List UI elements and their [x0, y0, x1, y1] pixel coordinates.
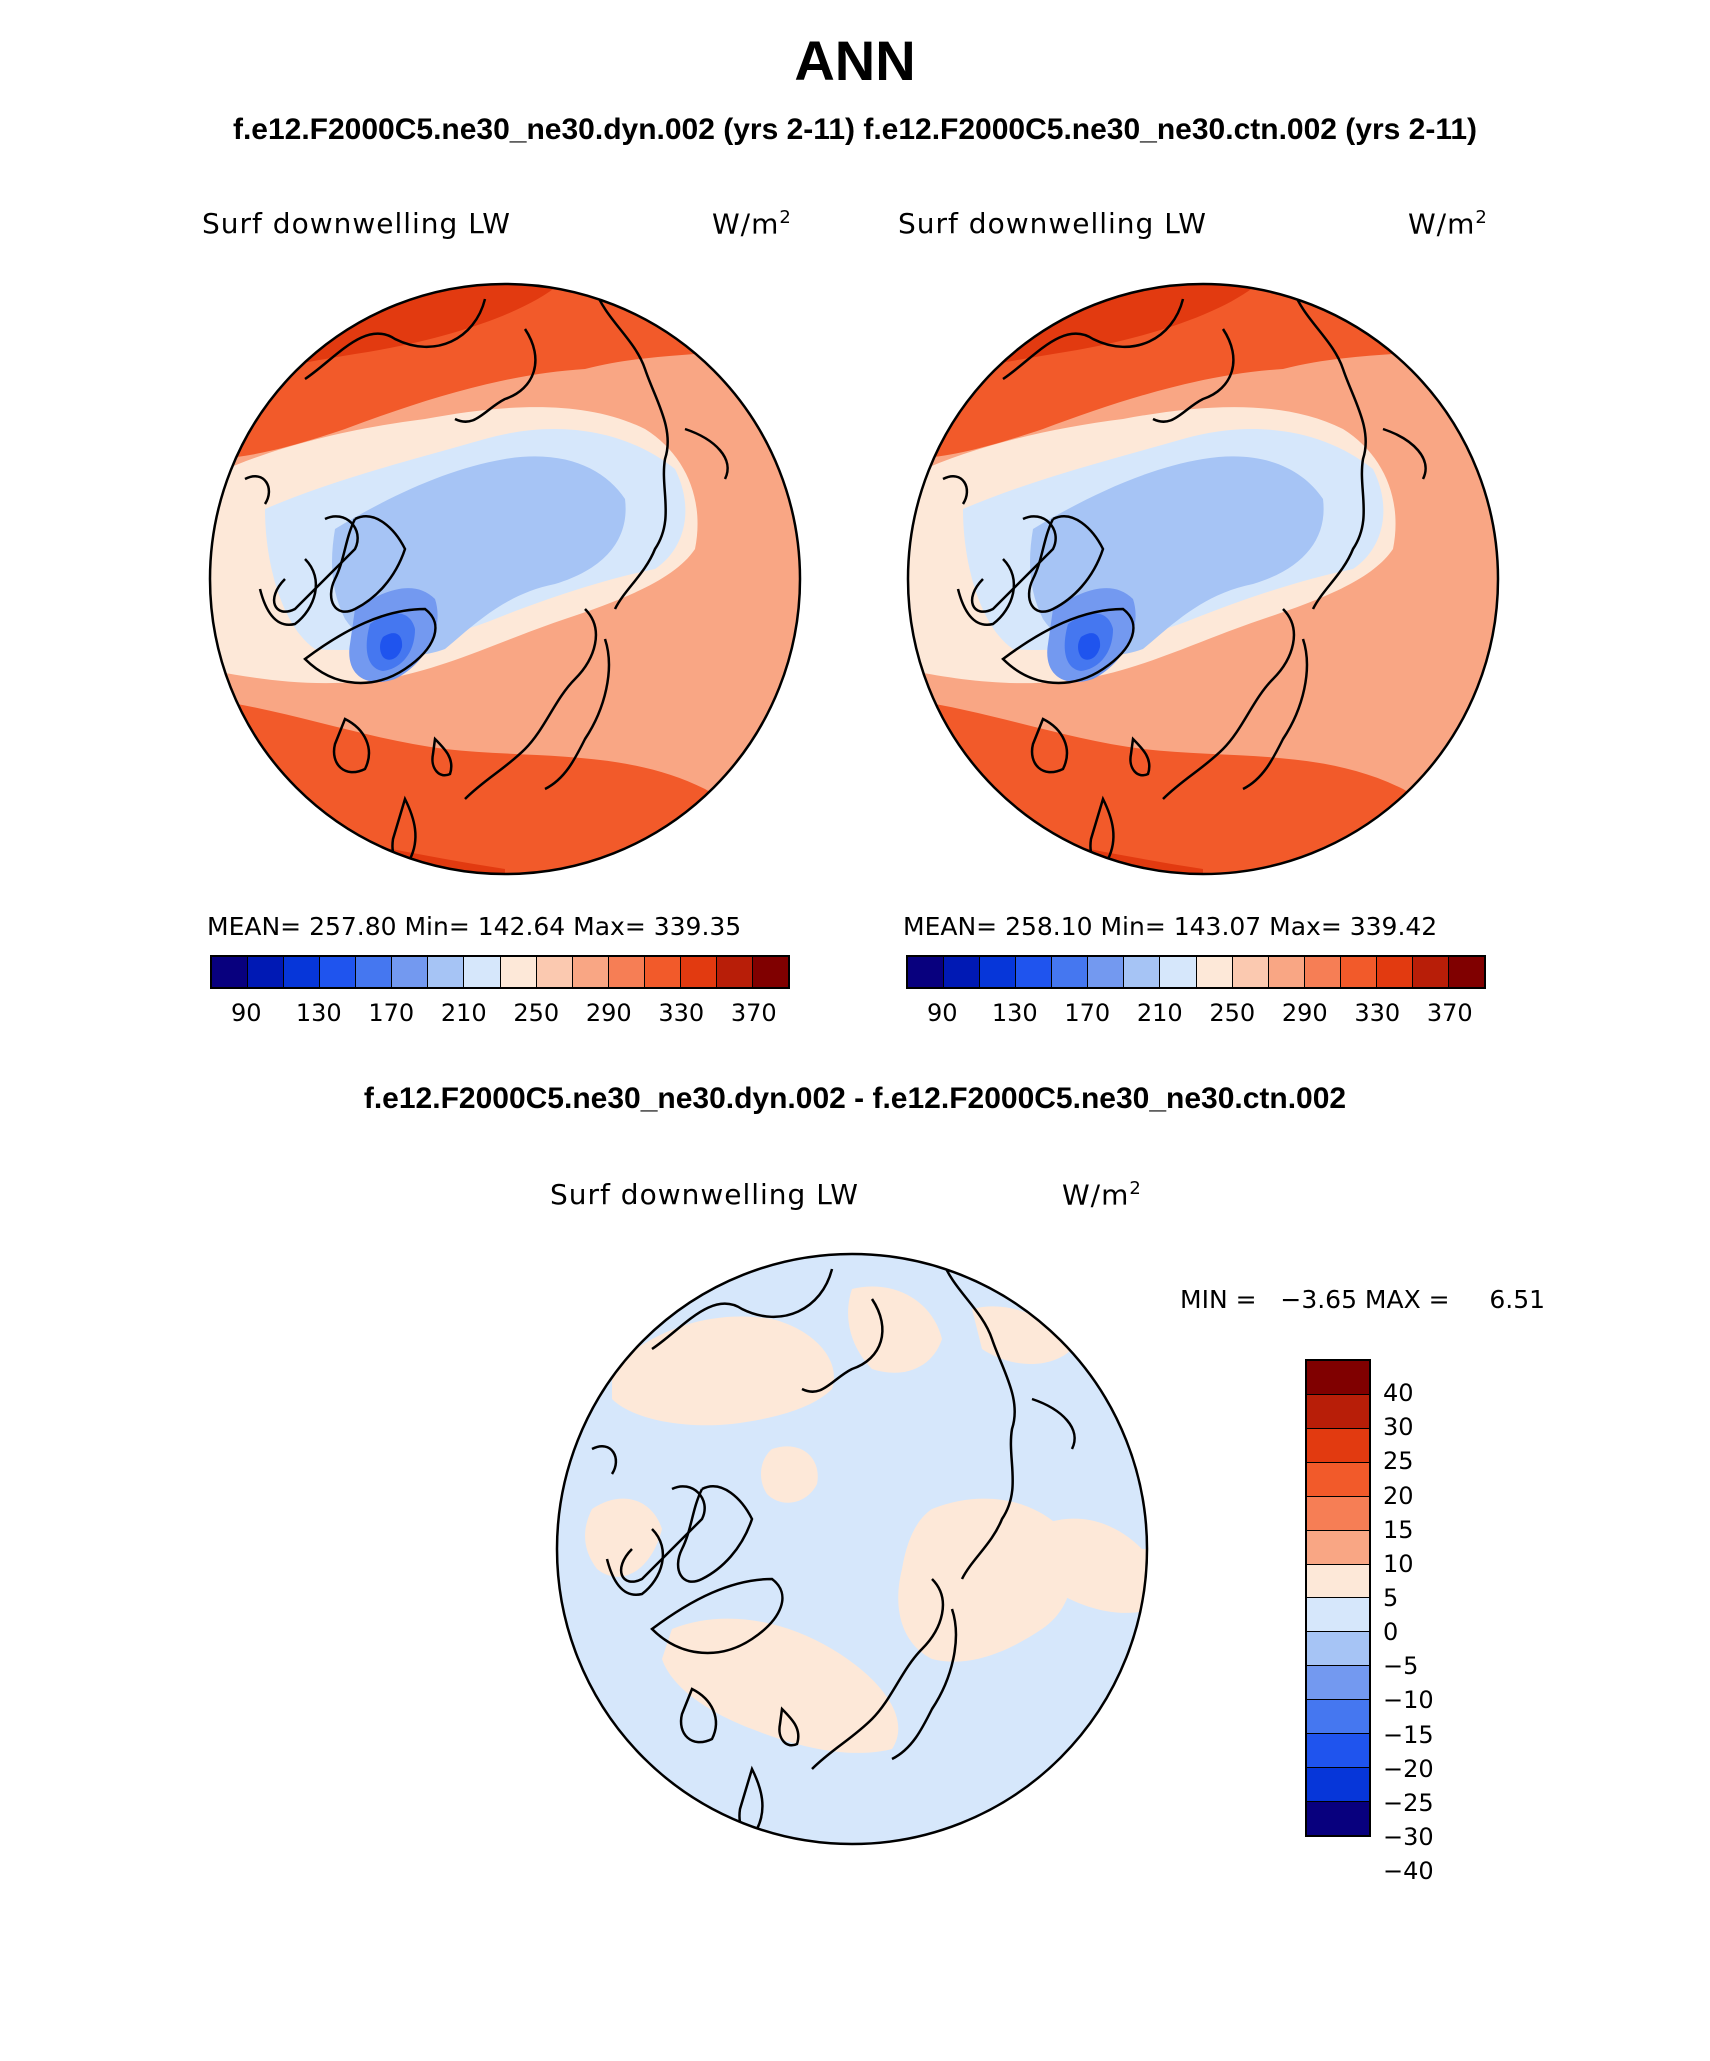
- colorbar-swatch: [1340, 957, 1377, 987]
- colorbar-tick-label: 330: [658, 999, 705, 1027]
- colorbar-swatch: [1016, 957, 1053, 987]
- colorbar-swatch: [284, 957, 321, 987]
- colorbar-swatch: [572, 957, 609, 987]
- colorbar-swatch: [1307, 1361, 1369, 1395]
- colorbar-swatch: [1412, 957, 1449, 987]
- colorbar-swatch: [1304, 957, 1341, 987]
- diff-minmax: MIN = −3.65 MAX = 6.51: [1180, 1285, 1546, 1314]
- colorbar-swatch: [248, 957, 285, 987]
- colorbar-swatch: [1376, 957, 1413, 987]
- colorbar-tick-label: 210: [440, 999, 487, 1027]
- colorbar-swatch: [944, 957, 981, 987]
- colorbar-tick-label: 20: [1383, 1481, 1414, 1510]
- colorbar-tick-label: 30: [1383, 1413, 1414, 1442]
- diff-units-label: W/m2: [1062, 1178, 1142, 1212]
- colorbar-swatch: [1160, 957, 1197, 987]
- right-variable-label: Surf downwelling LW: [898, 207, 1207, 240]
- colorbar-tick-label: −40: [1383, 1857, 1434, 1886]
- colorbar-swatch: [1307, 1734, 1369, 1769]
- colorbar-swatch: [1232, 957, 1269, 987]
- colorbar-tick-label: 250: [513, 999, 560, 1027]
- colorbar-tick-label: −20: [1383, 1754, 1434, 1783]
- colorbar-tick-label: −15: [1383, 1720, 1434, 1749]
- colorbar-swatch: [1307, 1530, 1369, 1565]
- colorbar-swatch: [1448, 957, 1484, 987]
- colorbar-swatch: [980, 957, 1017, 987]
- colorbar-swatch: [428, 957, 465, 987]
- colorbar-tick-label: 330: [1354, 999, 1401, 1027]
- colorbar-tick-label: 370: [1426, 999, 1473, 1027]
- colorbar-swatch: [356, 957, 393, 987]
- colorbar-swatch: [1307, 1496, 1369, 1531]
- colorbar-tick-label: 90: [230, 999, 262, 1027]
- difference-subtitle: f.e12.F2000C5.ne30_ne30.dyn.002 - f.e12.…: [363, 1082, 1347, 1115]
- colorbar-swatch: [1124, 957, 1161, 987]
- figure-title: ANN: [794, 29, 916, 92]
- colorbar-swatch: [908, 957, 945, 987]
- colorbar-swatch: [1307, 1564, 1369, 1599]
- colorbar-tick-label: 90: [926, 999, 958, 1027]
- colorbar-tick-label: 250: [1209, 999, 1256, 1027]
- colorbar-swatch: [536, 957, 573, 987]
- colorbar-swatch: [1307, 1598, 1369, 1633]
- colorbar-swatch: [1307, 1632, 1369, 1667]
- colorbar-tick-label: 290: [1281, 999, 1328, 1027]
- right-stats: MEAN= 258.10 Min= 143.07 Max= 339.42: [903, 912, 1438, 941]
- colorbar-swatch: [500, 957, 537, 987]
- colorbar-tick-label: 370: [730, 999, 777, 1027]
- colorbar-swatch: [212, 957, 249, 987]
- colorbar-tick-label: 25: [1383, 1447, 1414, 1476]
- left-polar-map: [208, 282, 802, 876]
- left-colorbar: [210, 955, 790, 989]
- colorbar-swatch: [608, 957, 645, 987]
- diff-variable-label: Surf downwelling LW: [550, 1178, 859, 1211]
- right-colorbar: [906, 955, 1486, 989]
- difference-polar-map: [555, 1252, 1149, 1846]
- colorbar-tick-label: 210: [1136, 999, 1183, 1027]
- left-variable-label: Surf downwelling LW: [202, 207, 511, 240]
- colorbar-tick-label: 15: [1383, 1515, 1414, 1544]
- colorbar-tick-label: −25: [1383, 1788, 1434, 1817]
- colorbar-swatch: [464, 957, 501, 987]
- colorbar-tick-label: 10: [1383, 1549, 1414, 1578]
- colorbar-swatch: [1196, 957, 1233, 987]
- colorbar-tick-label: 290: [585, 999, 632, 1027]
- colorbar-tick-label: −30: [1383, 1823, 1434, 1851]
- colorbar-tick-label: 130: [991, 999, 1038, 1027]
- colorbar-tick-label: 170: [368, 999, 415, 1027]
- colorbar-swatch: [752, 957, 788, 987]
- colorbar-tick-label: 5: [1383, 1584, 1399, 1612]
- colorbar-swatch: [1307, 1428, 1369, 1463]
- colorbar-swatch: [320, 957, 357, 987]
- left-units-label: W/m2: [712, 207, 792, 241]
- colorbar-swatch: [1052, 957, 1089, 987]
- left-stats: MEAN= 257.80 Min= 142.64 Max= 339.35: [207, 912, 742, 941]
- right-polar-map: [906, 282, 1500, 876]
- colorbar-tick-label: 170: [1064, 999, 1111, 1027]
- colorbar-swatch: [1268, 957, 1305, 987]
- cases-subtitle: f.e12.F2000C5.ne30_ne30.dyn.002 (yrs 2-1…: [232, 113, 1478, 146]
- right-units-label: W/m2: [1408, 207, 1488, 241]
- colorbar-swatch: [1307, 1700, 1369, 1735]
- colorbar-tick-label: 0: [1383, 1618, 1399, 1647]
- colorbar-swatch: [1307, 1666, 1369, 1701]
- colorbar-swatch: [644, 957, 681, 987]
- colorbar-swatch: [1307, 1768, 1369, 1802]
- colorbar-tick-label: 40: [1383, 1379, 1414, 1408]
- colorbar-tick-label: −5: [1383, 1652, 1419, 1681]
- colorbar-swatch: [680, 957, 717, 987]
- colorbar-swatch: [1307, 1462, 1369, 1497]
- colorbar-tick-label: −10: [1383, 1686, 1434, 1715]
- colorbar-tick-label: 130: [295, 999, 342, 1027]
- colorbar-swatch: [1088, 957, 1125, 987]
- colorbar-swatch: [1307, 1394, 1369, 1429]
- colorbar-swatch: [716, 957, 753, 987]
- colorbar-swatch: [1307, 1801, 1369, 1835]
- colorbar-swatch: [392, 957, 429, 987]
- diff-colorbar: [1305, 1359, 1371, 1837]
